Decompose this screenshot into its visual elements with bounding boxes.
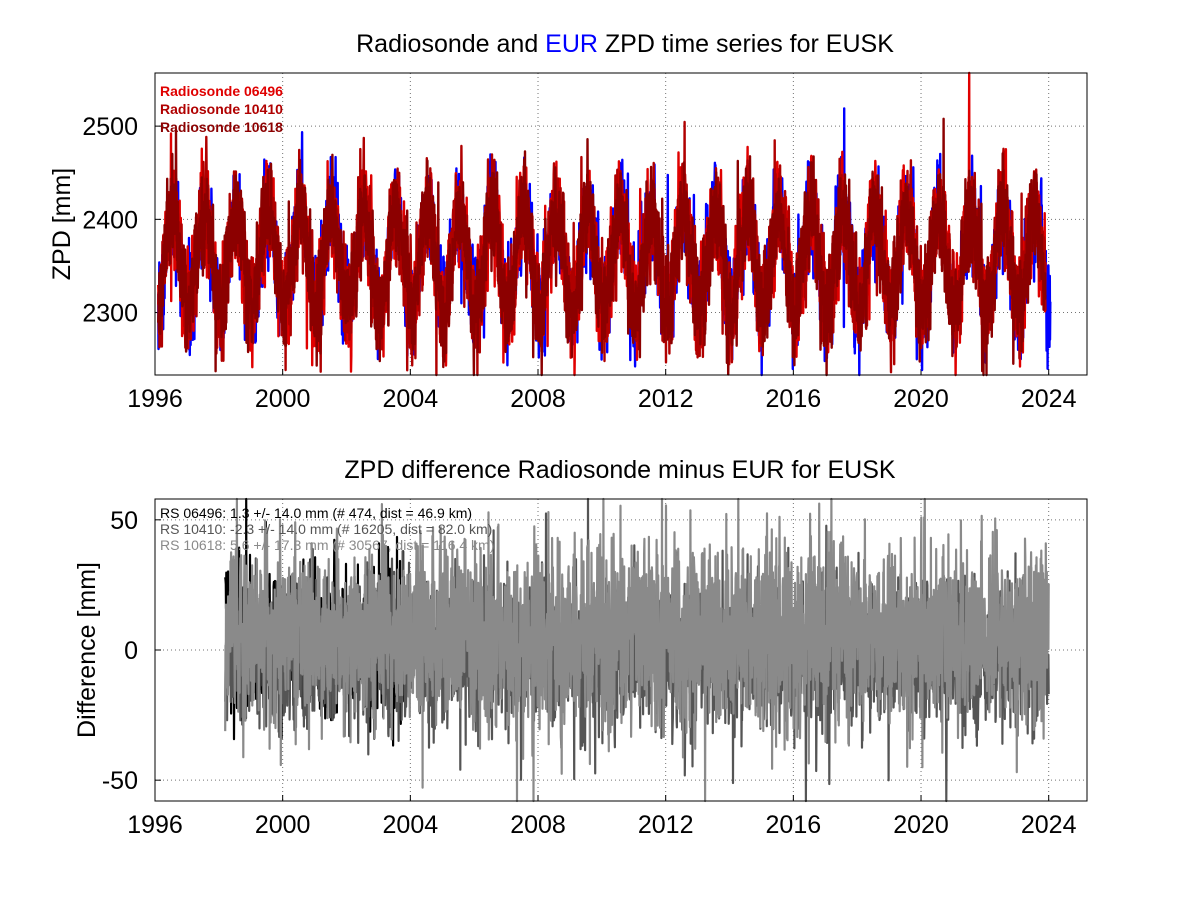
zpd-chart-title: Radiosonde and EUR ZPD time series for E…: [356, 30, 894, 58]
x-tick-label: 2016: [766, 811, 822, 839]
series-line-4: [157, 117, 1047, 377]
difference-x-tick-labels: 1996 2000 2004 2008 2012 2016 2020 2024: [127, 811, 1076, 839]
x-tick-label: 1996: [127, 385, 183, 413]
difference-panel: ZPD difference Radiosonde minus EUR for …: [73, 456, 1088, 839]
title-highlight-eur: EUR: [545, 30, 598, 58]
zpd-series-group: [157, 71, 1052, 377]
difference-series-group: [224, 497, 1050, 803]
difference-chart-title: ZPD difference Radiosonde minus EUR for …: [344, 456, 895, 484]
x-tick-label: 2008: [510, 385, 566, 413]
difference-y-axis-label: Difference [mm]: [73, 562, 101, 738]
title-part-3: ZPD time series for EUSK: [598, 30, 894, 58]
y-tick-label: -50: [102, 767, 138, 795]
legend-entry-2: Radiosonde 10410: [160, 101, 283, 117]
y-tick-label: 2400: [82, 206, 138, 234]
x-tick-label: 2024: [1021, 385, 1077, 413]
x-tick-label: 1996: [127, 811, 183, 839]
y-tick-label: 50: [110, 507, 138, 535]
x-tick-label: 2004: [383, 385, 439, 413]
zpd-time-series-panel: Radiosonde and EUR ZPD time series for E…: [48, 30, 1088, 413]
x-tick-label: 2020: [893, 385, 949, 413]
difference-plot-frame: [154, 498, 1088, 802]
legend-entry-2: RS 10410: -2.3 +/- 14.0 mm (# 16205, dis…: [160, 521, 492, 537]
legend-entry-3: RS 10618: 5.6 +/- 17.3 mm (# 30567, dist…: [160, 537, 494, 553]
y-tick-label: 2300: [82, 300, 138, 328]
x-tick-label: 2012: [638, 385, 694, 413]
x-tick-label: 2012: [638, 811, 694, 839]
zpd-y-axis-label: ZPD [mm]: [48, 168, 76, 281]
zpd-legend: Radiosonde 06496 Radiosonde 10410 Radioson…: [160, 83, 283, 135]
y-tick-label: 0: [124, 637, 138, 665]
legend-entry-1: RS 06496: 1.3 +/- 14.0 mm (# 474, dist =…: [160, 505, 472, 521]
x-tick-label: 2024: [1021, 811, 1077, 839]
x-tick-label: 2020: [893, 811, 949, 839]
y-tick-label: 2500: [82, 113, 138, 141]
difference-y-tick-labels: -50 0 50: [102, 507, 138, 795]
zpd-y-tick-labels: 2300 2400 2500: [82, 113, 138, 327]
zpd-x-tick-labels: 1996 2000 2004 2008 2012 2016 2020 2024: [127, 385, 1076, 413]
zpd-plot-frame: [154, 72, 1088, 376]
legend-entry-3: Radiosonde 10618: [160, 119, 283, 135]
x-tick-label: 2004: [383, 811, 439, 839]
series-line-3: [224, 497, 1050, 803]
x-tick-label: 2008: [510, 811, 566, 839]
x-tick-label: 2000: [255, 811, 311, 839]
legend-entry-1: Radiosonde 06496: [160, 83, 283, 99]
title-part-1: Radiosonde and: [356, 30, 545, 58]
difference-legend: RS 06496: 1.3 +/- 14.0 mm (# 474, dist =…: [160, 505, 494, 553]
x-tick-label: 2016: [766, 385, 822, 413]
x-tick-label: 2000: [255, 385, 311, 413]
